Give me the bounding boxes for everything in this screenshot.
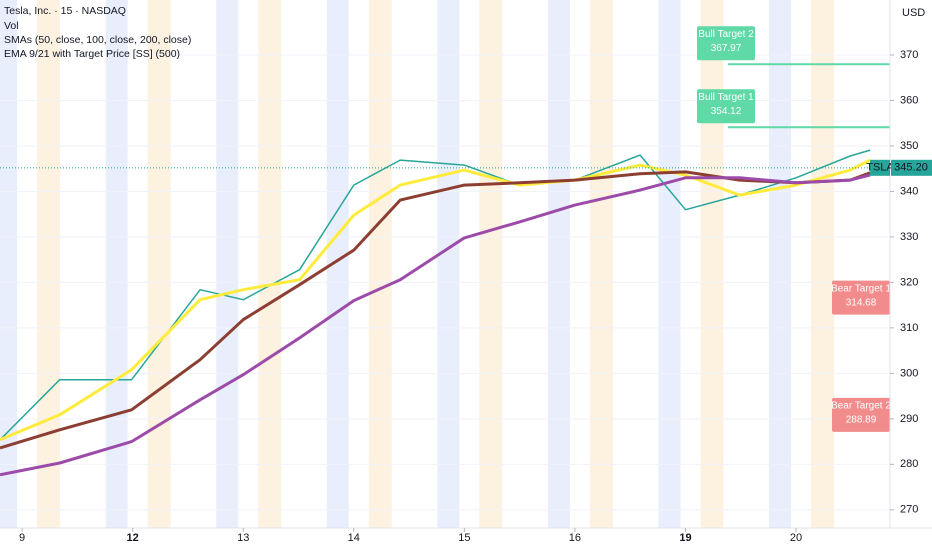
- legend-line: Vol: [4, 20, 19, 32]
- target-name: Bear Target 1: [831, 283, 891, 294]
- y-tick-label: 310: [900, 322, 918, 334]
- y-tick-label: 270: [900, 504, 918, 516]
- chart-title: Tesla, Inc. · 15 · NASDAQ: [4, 5, 126, 17]
- target-value: 288.89: [846, 415, 877, 426]
- x-tick-label: 16: [569, 532, 581, 544]
- target-name: Bull Target 2: [698, 29, 754, 40]
- session-band: [147, 0, 171, 528]
- target-box: [832, 397, 890, 432]
- y-tick-label: 300: [900, 367, 918, 379]
- name-tag: [870, 159, 890, 176]
- session-band: [105, 0, 128, 528]
- session-band: [0, 0, 18, 528]
- series-line: [0, 170, 871, 450]
- y-tick-label: 280: [900, 458, 918, 470]
- target-box: [697, 89, 755, 124]
- x-tick-label: 9: [19, 532, 25, 544]
- x-tick-label: 19: [679, 532, 691, 544]
- y-tick-label: 360: [900, 94, 918, 106]
- series-line: [0, 149, 871, 441]
- session-band: [811, 0, 835, 528]
- session-band: [326, 0, 349, 528]
- x-tick-label: 12: [127, 532, 139, 544]
- x-tick-label: 20: [790, 532, 802, 544]
- x-tick-label: 14: [348, 532, 360, 544]
- price-tag: [891, 159, 932, 176]
- currency-label: USD: [902, 7, 925, 19]
- session-band: [216, 0, 239, 528]
- plot: Bull Target 2 367.97 Bull Target 1 354.12 Be…: [0, 26, 891, 511]
- target-box: [832, 280, 890, 315]
- y-tick-label: 320: [900, 276, 918, 288]
- y-tick-label: 330: [900, 231, 918, 243]
- target-value: 314.68: [846, 297, 877, 308]
- session-bands: [0, 0, 835, 528]
- session-band: [258, 0, 282, 528]
- session-band: [589, 0, 613, 528]
- target-value: 354.12: [711, 106, 742, 117]
- target-value: 367.97: [711, 43, 742, 54]
- session-band: [700, 0, 724, 528]
- name-tag-label: TSLA: [866, 162, 894, 174]
- target-name: Bull Target 1: [698, 92, 754, 103]
- legend-line: EMA 9/21 with Target Price [SS] (500): [4, 48, 180, 60]
- legend-line: SMAs (50, close, 100, close, 200, close): [4, 34, 191, 46]
- y-tick-label: 340: [900, 185, 918, 197]
- session-band: [437, 0, 460, 528]
- x-tick-label: 13: [237, 532, 249, 544]
- session-band: [368, 0, 392, 528]
- session-band: [769, 0, 792, 528]
- session-band: [37, 0, 61, 528]
- session-band: [479, 0, 503, 528]
- price-tag-label: 345.20: [894, 162, 928, 174]
- series-line: [0, 158, 871, 442]
- y-tick-label: 370: [900, 49, 918, 61]
- series-line: [0, 173, 871, 477]
- x-tick-label: 15: [458, 532, 470, 544]
- y-tick-label: 290: [900, 413, 918, 425]
- session-band: [547, 0, 570, 528]
- target-box: [697, 26, 755, 61]
- y-tick-label: 350: [900, 140, 918, 152]
- session-band: [658, 0, 681, 528]
- target-name: Bear Target 2: [831, 401, 891, 412]
